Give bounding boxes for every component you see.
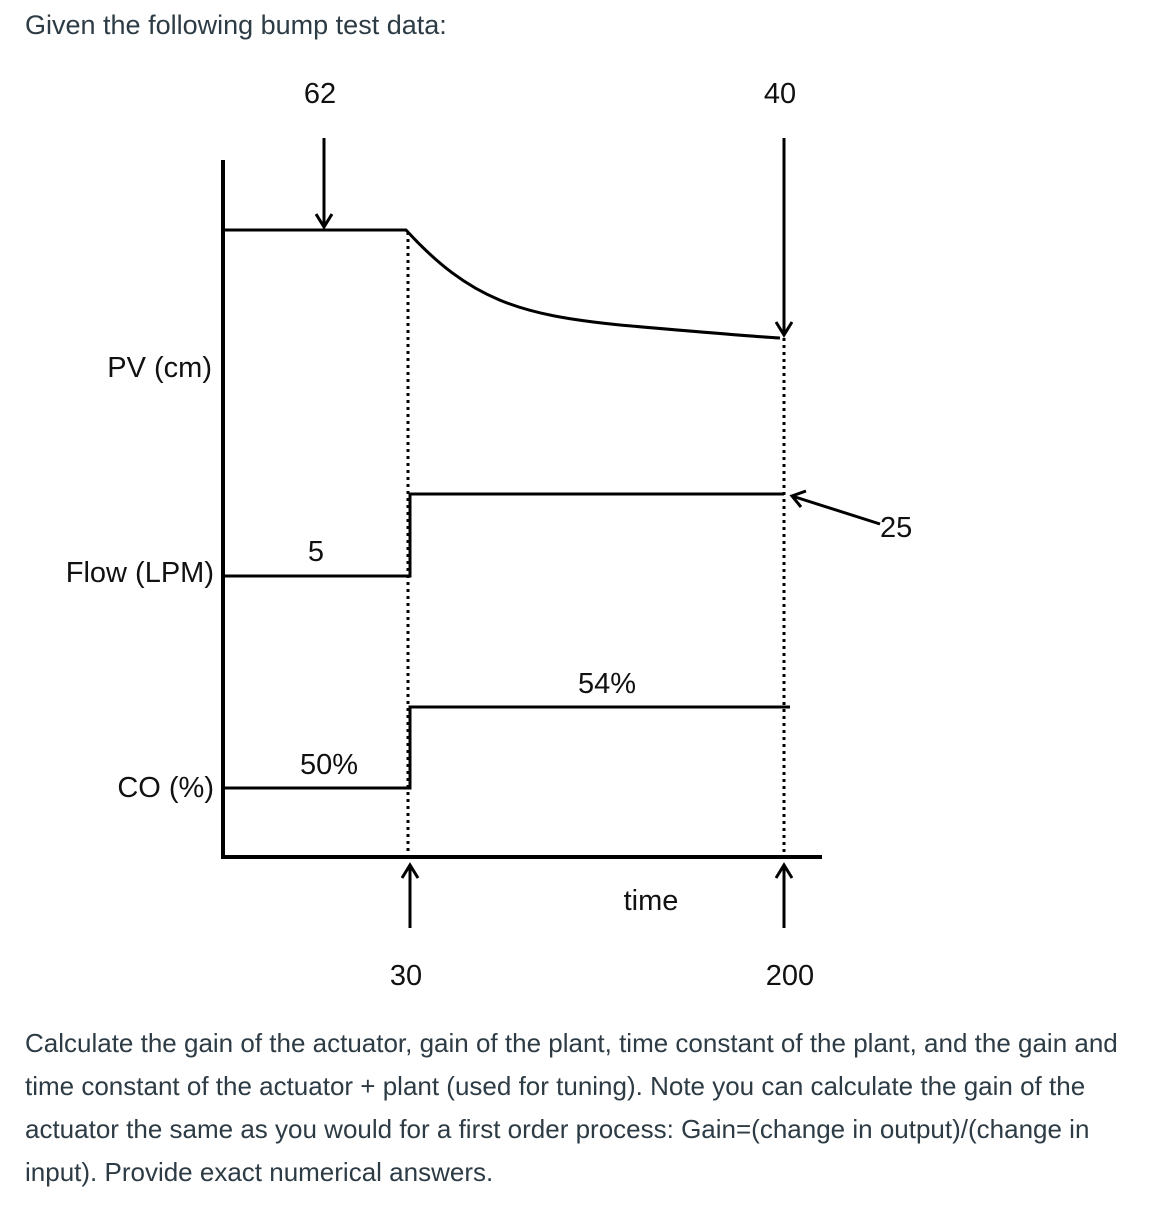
flow-final-value: 25 [880,512,912,544]
time-axis-label: time [624,885,679,917]
bump-test-diagram: PV (cm) Flow (LPM) CO (%) 62 40 5 25 50%… [66,78,913,992]
flow-final-arrow [789,489,881,526]
flow-trace [223,492,784,578]
step-time-value: 30 [390,960,422,992]
co-trace [223,705,790,790]
pv-final-arrow [774,138,794,338]
pv-initial-arrow [314,138,334,230]
pv-label: PV (cm) [107,352,212,384]
pv-trace [223,228,781,340]
flow-label: Flow (LPM) [66,557,214,589]
question-text: Calculate the gain of the actuator, gain… [25,1028,1118,1187]
co-final-value: 54% [578,668,636,700]
co-label: CO (%) [117,772,214,804]
step-time-arrow [400,862,420,928]
end-time-value: 200 [766,960,814,992]
pv-final-value: 40 [764,78,796,110]
pv-initial-value: 62 [304,78,336,110]
flow-initial-value: 5 [308,536,324,568]
co-initial-value: 50% [300,749,358,781]
intro-text: Given the following bump test data: [25,10,447,40]
end-time-arrow [774,862,794,928]
